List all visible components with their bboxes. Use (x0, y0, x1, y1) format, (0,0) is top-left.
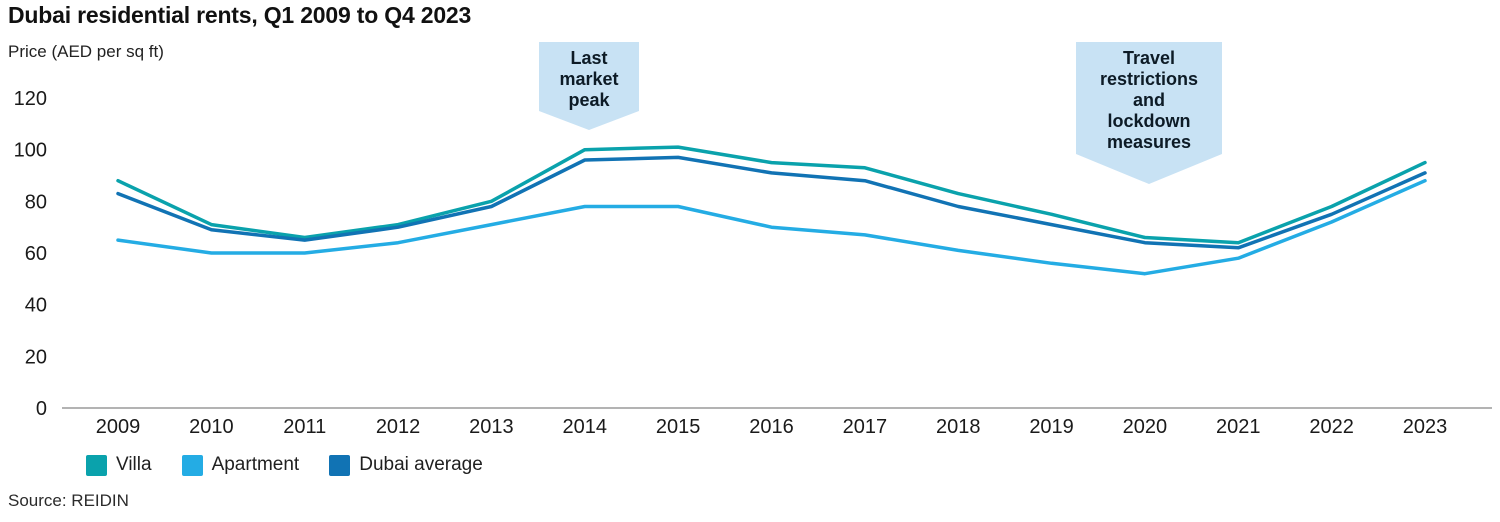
villa-color-swatch (86, 454, 107, 476)
y-tick-label: 80 (25, 191, 47, 213)
series-line-dubai-average (116, 155, 1427, 250)
x-tick-label: 2018 (936, 416, 981, 438)
legend-item-apartment: Apartment (181, 454, 300, 476)
annotation-last-market-peak: Last market peak (539, 42, 639, 130)
y-tick-label: 100 (14, 140, 47, 162)
x-tick-label: 2009 (96, 416, 141, 438)
annotation-line: market (559, 69, 619, 89)
legend-label-apartment: Apartment (211, 454, 300, 475)
annotation-line: lockdown (1107, 111, 1191, 131)
annotation-line: Last (570, 48, 608, 68)
dubai-average-color-swatch (329, 454, 351, 476)
page-title: Dubai residential rents, Q1 2009 to Q4 2… (8, 2, 472, 28)
y-axis-unit-label: Price (AED per sq ft) (8, 42, 164, 61)
series-line-villa (116, 145, 1427, 245)
annotation-line: measures (1106, 132, 1192, 152)
annotation-travel-restrictions: Travel restrictions and lockdown measures (1076, 42, 1222, 184)
legend-label-dubai-average: Dubai average (359, 454, 483, 475)
x-tick-label: 2013 (469, 416, 514, 438)
y-tick-label: 40 (25, 295, 47, 317)
y-tick-label: 120 (14, 88, 47, 110)
annotation-line: Travel (1122, 48, 1176, 68)
x-tick-label: 2016 (749, 416, 794, 438)
apartment-color-swatch (181, 454, 203, 476)
legend-item-villa: Villa (86, 454, 152, 476)
x-tick-label: 2012 (376, 416, 421, 438)
y-tick-label: 60 (25, 243, 47, 265)
x-tick-label: 2017 (843, 416, 888, 438)
legend-label-villa: Villa (116, 454, 152, 475)
x-tick-label: 2022 (1309, 416, 1354, 438)
x-tick-label: 2023 (1403, 416, 1448, 438)
chart-legend: Villa Apartment Dubai average (86, 454, 483, 476)
y-tick-label: 0 (36, 398, 47, 420)
legend-item-dubai-average: Dubai average (329, 454, 483, 476)
annotation-line: restrictions (1099, 69, 1199, 89)
x-tick-label: 2021 (1216, 416, 1261, 438)
annotation-line: and (1132, 90, 1165, 110)
source-credit: Source: REIDIN (8, 491, 129, 510)
x-tick-label: 2010 (189, 416, 234, 438)
y-tick-label: 20 (25, 346, 47, 368)
x-tick-label: 2014 (563, 416, 608, 438)
x-tick-label: 2020 (1123, 416, 1168, 438)
x-tick-label: 2019 (1029, 416, 1074, 438)
series-line-apartment (116, 178, 1427, 276)
x-tick-label: 2015 (656, 416, 701, 438)
annotation-line: peak (568, 90, 610, 110)
x-tick-label: 2011 (283, 416, 326, 438)
